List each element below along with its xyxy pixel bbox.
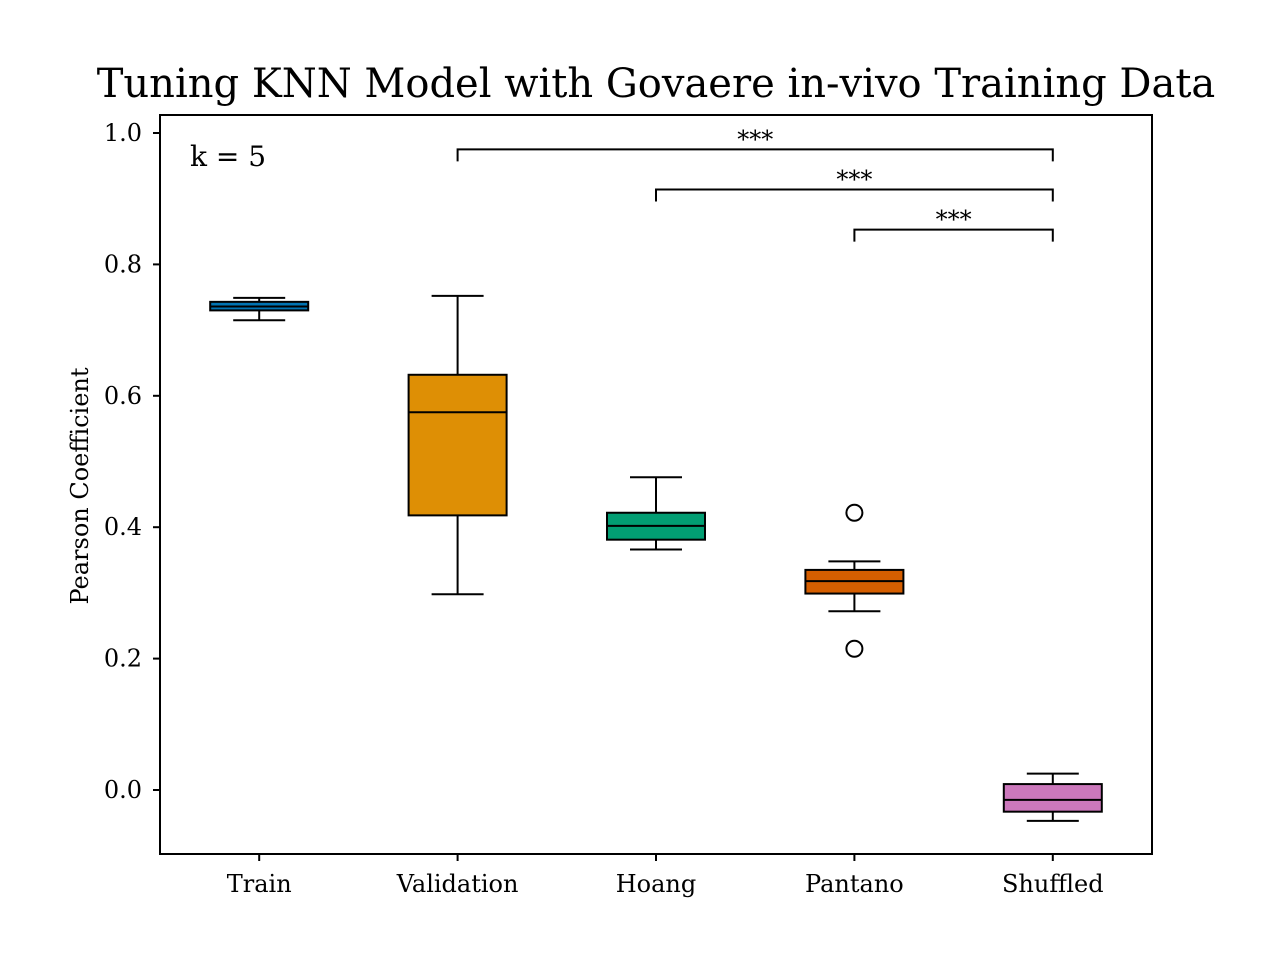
- box-train: [209, 296, 310, 322]
- iqr-box-validation: [407, 373, 508, 517]
- bracket-line-1: [655, 188, 1054, 202]
- outlier-pantano-0: [845, 503, 864, 522]
- x-tick-label-4: Shuffled: [1002, 870, 1104, 898]
- bracket-validation-shuffled: ***: [456, 125, 1054, 162]
- y-axis-label: Pearson Coefficient: [66, 367, 94, 604]
- x-tick-label-2: Hoang: [616, 870, 697, 898]
- bracket-label-1: ***: [836, 166, 872, 194]
- y-axis: 0.0 0.2 0.4 0.6 0.8 1.0: [104, 119, 160, 804]
- y-tick-label-3: 0.6: [104, 382, 142, 410]
- y-tick-label-1: 0.2: [104, 645, 142, 673]
- x-tick-label-1: Validation: [396, 870, 519, 898]
- box-shuffled: [1002, 772, 1103, 822]
- significance-brackets: *** *** ***: [456, 125, 1054, 242]
- y-tick-label-4: 0.8: [104, 250, 142, 278]
- x-tick-label-3: Pantano: [805, 870, 904, 898]
- box-hoang: [606, 476, 706, 551]
- bracket-label-2: ***: [936, 206, 972, 234]
- x-axis: Train Validation Hoang Pantano Shuffled: [227, 854, 1104, 898]
- bracket-hoang-shuffled: ***: [655, 166, 1054, 202]
- y-tick-label-2: 0.4: [104, 513, 142, 541]
- x-tick-label-0: Train: [227, 870, 292, 898]
- bracket-pantano-shuffled: ***: [853, 206, 1054, 242]
- chart-title: Tuning KNN Model with Govaere in-vivo Tr…: [97, 61, 1216, 107]
- boxes: [209, 294, 1103, 822]
- bracket-label-0: ***: [737, 125, 773, 153]
- iqr-box-shuffled: [1002, 783, 1103, 813]
- y-tick-label-5: 1.0: [104, 119, 142, 147]
- y-tick-label-0: 0.0: [104, 776, 142, 804]
- box-validation: [407, 294, 508, 596]
- outlier-pantano-1: [845, 639, 864, 658]
- bracket-line-0: [456, 148, 1054, 162]
- box-pantano: [804, 503, 905, 658]
- bracket-line-2: [853, 228, 1054, 242]
- k-annotation: k = 5: [190, 140, 266, 173]
